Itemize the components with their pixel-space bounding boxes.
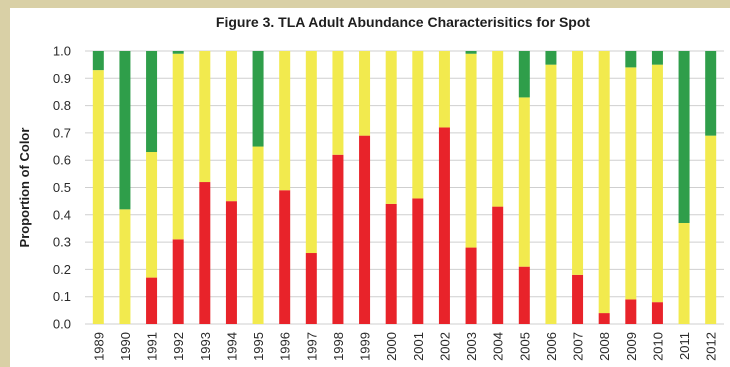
y-tick-label: 0.2 xyxy=(53,262,71,277)
bar-segment-green-2006 xyxy=(545,51,557,65)
bar-segment-green-1989 xyxy=(92,51,104,71)
bar-segment-yellow-1989 xyxy=(92,70,104,324)
y-tick-label: 0.3 xyxy=(53,235,71,250)
bar-segment-yellow-2008 xyxy=(598,51,610,314)
bar-segment-yellow-2002 xyxy=(438,51,450,128)
bar-segment-red-1999 xyxy=(359,135,371,324)
bar-segment-red-2008 xyxy=(598,313,610,324)
x-tick-label: 1989 xyxy=(91,332,106,361)
x-tick-label: 2000 xyxy=(384,332,399,361)
x-tick-label: 2003 xyxy=(464,332,479,361)
bar-segment-red-2001 xyxy=(412,198,424,324)
bar-segment-yellow-1991 xyxy=(146,152,158,278)
x-tick-label: 1995 xyxy=(251,332,266,361)
bar-segment-yellow-2000 xyxy=(385,51,397,204)
bar-segment-yellow-1992 xyxy=(172,53,184,240)
page-frame-top xyxy=(0,0,690,8)
x-tick-label: 1999 xyxy=(358,332,373,361)
bar-segment-green-2012 xyxy=(705,51,717,136)
bar-segment-green-2011 xyxy=(678,51,690,223)
bar-segment-yellow-2012 xyxy=(705,135,717,324)
page-frame-left xyxy=(0,0,10,367)
bar-segment-yellow-2003 xyxy=(465,53,477,248)
bar-segment-yellow-1997 xyxy=(305,51,317,254)
x-axis-ticks: 1989 1990 1991 1992 1993 1994 1995 1996 1997 1998… xyxy=(91,332,718,361)
chart-title: Figure 3. TLA Adult Abundance Characteri… xyxy=(215,14,591,30)
bar-segment-green-2005 xyxy=(518,51,530,98)
x-tick-label: 2007 xyxy=(571,332,586,361)
bar-segment-green-2010 xyxy=(651,51,663,65)
y-tick-label: 0.5 xyxy=(53,180,71,195)
bar-segment-yellow-1993 xyxy=(199,51,211,183)
bar-segment-yellow-2007 xyxy=(572,51,584,275)
x-tick-label: 1998 xyxy=(331,332,346,361)
bar-segment-red-1993 xyxy=(199,182,211,324)
bar-segment-yellow-2001 xyxy=(412,51,424,199)
bar-segment-green-2009 xyxy=(625,51,637,68)
bar-segment-green-1991 xyxy=(146,51,158,153)
bar-segment-yellow-2005 xyxy=(518,97,530,267)
bar-segment-yellow-2004 xyxy=(492,51,504,207)
bar-segment-yellow-2010 xyxy=(651,64,663,303)
bar-segment-yellow-2009 xyxy=(625,67,637,300)
bar-segment-green-1990 xyxy=(119,51,131,210)
x-tick-label: 2006 xyxy=(544,332,559,361)
x-tick-label: 1996 xyxy=(278,332,293,361)
y-axis-label: Proportion of Color xyxy=(17,128,32,248)
x-tick-label: 2005 xyxy=(517,332,532,361)
x-tick-label: 1991 xyxy=(145,332,160,361)
bar-segment-green-2003 xyxy=(465,51,477,54)
bar-segment-yellow-2011 xyxy=(678,222,690,324)
x-tick-label: 1997 xyxy=(304,332,319,361)
bar-segment-red-1996 xyxy=(279,190,291,324)
x-tick-label: 2008 xyxy=(597,332,612,361)
bar-segment-red-1998 xyxy=(332,154,344,324)
bar-segment-red-1997 xyxy=(305,253,317,324)
bar-segment-red-1992 xyxy=(172,239,184,324)
y-tick-label: 0.9 xyxy=(53,71,71,86)
y-axis-ticks: 0.0 0.1 0.2 0.3 0.4 0.5 0.6 0.7 0.8 0.9 1.0 xyxy=(53,44,71,332)
bar-segment-yellow-1994 xyxy=(225,51,237,202)
x-tick-label: 1993 xyxy=(198,332,213,361)
bar-segment-red-2000 xyxy=(385,203,397,324)
bar-segment-red-2004 xyxy=(492,206,504,324)
bar-segment-yellow-1995 xyxy=(252,146,264,324)
bar-segment-red-1991 xyxy=(146,277,158,324)
bar-segment-yellow-1996 xyxy=(279,51,291,191)
y-tick-label: 0.6 xyxy=(53,153,71,168)
gridlines xyxy=(85,50,724,325)
x-tick-label: 1990 xyxy=(118,332,133,361)
bar-segment-green-1995 xyxy=(252,51,264,147)
bar-segment-red-2007 xyxy=(572,274,584,324)
bar-segment-yellow-1998 xyxy=(332,51,344,155)
bar-segment-yellow-1999 xyxy=(359,51,371,136)
bars xyxy=(92,51,717,325)
y-tick-label: 0.0 xyxy=(53,317,71,332)
y-tick-label: 1.0 xyxy=(53,44,71,59)
x-tick-label: 1994 xyxy=(224,332,239,361)
x-tick-label: 2002 xyxy=(437,332,452,361)
y-tick-label: 0.4 xyxy=(53,207,71,222)
bar-segment-red-2009 xyxy=(625,299,637,324)
x-tick-label: 2012 xyxy=(704,332,719,361)
y-tick-label: 0.7 xyxy=(53,125,71,140)
x-tick-label: 2010 xyxy=(650,332,665,361)
x-tick-label: 1992 xyxy=(171,332,186,361)
bar-segment-green-1992 xyxy=(172,51,184,54)
x-tick-label: 2001 xyxy=(411,332,426,361)
x-tick-label: 2004 xyxy=(491,332,506,361)
bar-segment-red-2005 xyxy=(518,266,530,324)
bar-segment-red-2002 xyxy=(438,127,450,324)
y-tick-label: 0.1 xyxy=(53,289,71,304)
bar-segment-red-2010 xyxy=(651,302,663,324)
bar-segment-yellow-1990 xyxy=(119,209,131,324)
bar-segment-red-1994 xyxy=(225,201,237,324)
x-tick-label: 2009 xyxy=(624,332,639,361)
y-tick-label: 0.8 xyxy=(53,98,71,113)
bar-segment-yellow-2006 xyxy=(545,64,557,325)
x-tick-label: 2011 xyxy=(677,332,692,360)
bar-segment-red-2003 xyxy=(465,247,477,324)
